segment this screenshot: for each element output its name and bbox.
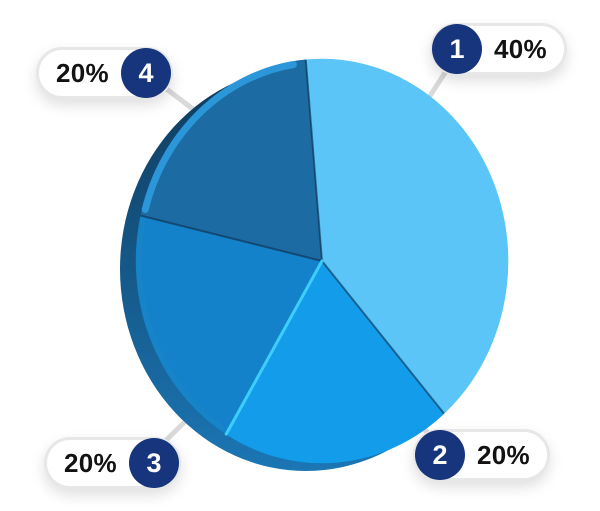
callout-1-number-badge: 1: [432, 24, 482, 74]
callout-1-value: 40%: [494, 34, 547, 64]
callout-3-value: 20%: [64, 448, 117, 478]
callout-2-value: 20%: [477, 440, 530, 470]
pie-slice-3: [135, 215, 323, 435]
callout-2: 2 20%: [413, 429, 550, 481]
pie-slice-2: [225, 260, 445, 464]
slice-divider-dark-2: [140, 214, 323, 262]
callout-1: 1 40%: [430, 23, 567, 75]
pie-slices: [135, 58, 509, 464]
callout-4: 4 20%: [36, 47, 173, 99]
slice-divider-dark-0: [304, 59, 323, 262]
rim-highlight-left: [136, 217, 225, 431]
slice-divider-dark-1: [321, 260, 445, 415]
pie-highlights: [136, 59, 445, 436]
callout-3: 3 20%: [44, 437, 181, 489]
rim-highlight-top-left: [141, 61, 297, 213]
callout-4-value: 20%: [56, 58, 109, 88]
callout-4-number-badge: 4: [120, 48, 171, 98]
slice-divider-cyan: [224, 259, 324, 436]
pie-slice-1: [305, 58, 509, 414]
callout-3-number-badge: 3: [128, 438, 179, 488]
callout-2-number-badge: 2: [415, 430, 465, 480]
